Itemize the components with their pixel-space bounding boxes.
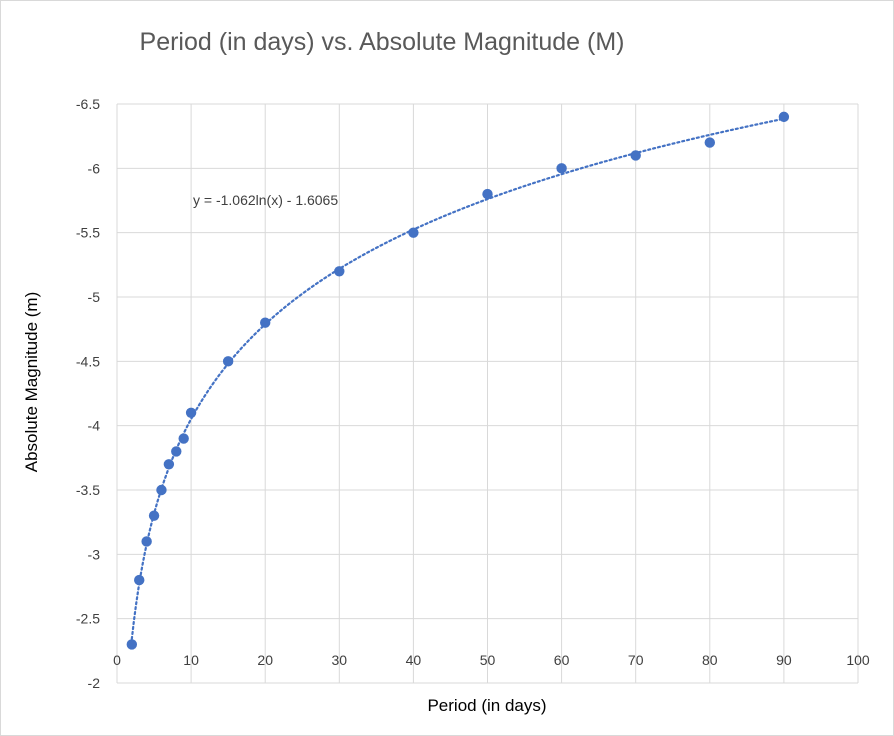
y-tick-label: -3 bbox=[88, 546, 101, 562]
data-point bbox=[134, 575, 144, 585]
data-point bbox=[149, 511, 159, 521]
x-tick-label: 100 bbox=[846, 652, 870, 668]
data-point bbox=[223, 356, 233, 366]
x-tick-label: 90 bbox=[776, 652, 792, 668]
x-tick-label: 40 bbox=[406, 652, 422, 668]
y-tick-label: -4.5 bbox=[76, 353, 100, 369]
x-tick-labels: 0 10 20 30 40 50 60 70 80 90 100 bbox=[113, 652, 870, 668]
data-point bbox=[631, 150, 641, 160]
y-tick-label: -2 bbox=[88, 675, 101, 691]
data-point bbox=[164, 459, 174, 469]
y-tick-label: -6 bbox=[88, 160, 101, 176]
x-tick-label: 70 bbox=[628, 652, 644, 668]
data-point bbox=[779, 112, 789, 122]
data-point bbox=[705, 137, 715, 147]
x-tick-label: 20 bbox=[257, 652, 273, 668]
data-point bbox=[556, 163, 566, 173]
data-point bbox=[408, 227, 418, 237]
data-point bbox=[141, 536, 151, 546]
x-tick-label: 0 bbox=[113, 652, 121, 668]
y-tick-label: -4 bbox=[88, 418, 101, 434]
y-tick-labels: -2 -2.5 -3 -3.5 -4 -4.5 -5 -5.5 -6 -6.5 bbox=[76, 96, 100, 691]
x-axis-title: Period (in days) bbox=[427, 696, 546, 715]
data-point bbox=[127, 639, 137, 649]
data-point bbox=[171, 446, 181, 456]
y-tick-label: -6.5 bbox=[76, 96, 100, 112]
y-tick-label: -5 bbox=[88, 289, 101, 305]
x-tick-label: 30 bbox=[332, 652, 348, 668]
data-point bbox=[156, 485, 166, 495]
x-tick-label: 60 bbox=[554, 652, 570, 668]
x-tick-label: 50 bbox=[480, 652, 496, 668]
data-point bbox=[482, 189, 492, 199]
y-tick-label: -5.5 bbox=[76, 225, 100, 241]
x-tick-label: 80 bbox=[702, 652, 718, 668]
data-point bbox=[260, 318, 270, 328]
trendline-equation: y = -1.062ln(x) - 1.6065 bbox=[193, 192, 338, 208]
data-point bbox=[186, 408, 196, 418]
chart-title: Period (in days) vs. Absolute Magnitude … bbox=[140, 28, 625, 56]
y-tick-label: -2.5 bbox=[76, 611, 100, 627]
data-point bbox=[178, 433, 188, 443]
y-tick-label: -3.5 bbox=[76, 482, 100, 498]
x-tick-label: 10 bbox=[183, 652, 199, 668]
data-point bbox=[334, 266, 344, 276]
y-axis-title: Absolute Magnitude (m) bbox=[22, 292, 41, 472]
